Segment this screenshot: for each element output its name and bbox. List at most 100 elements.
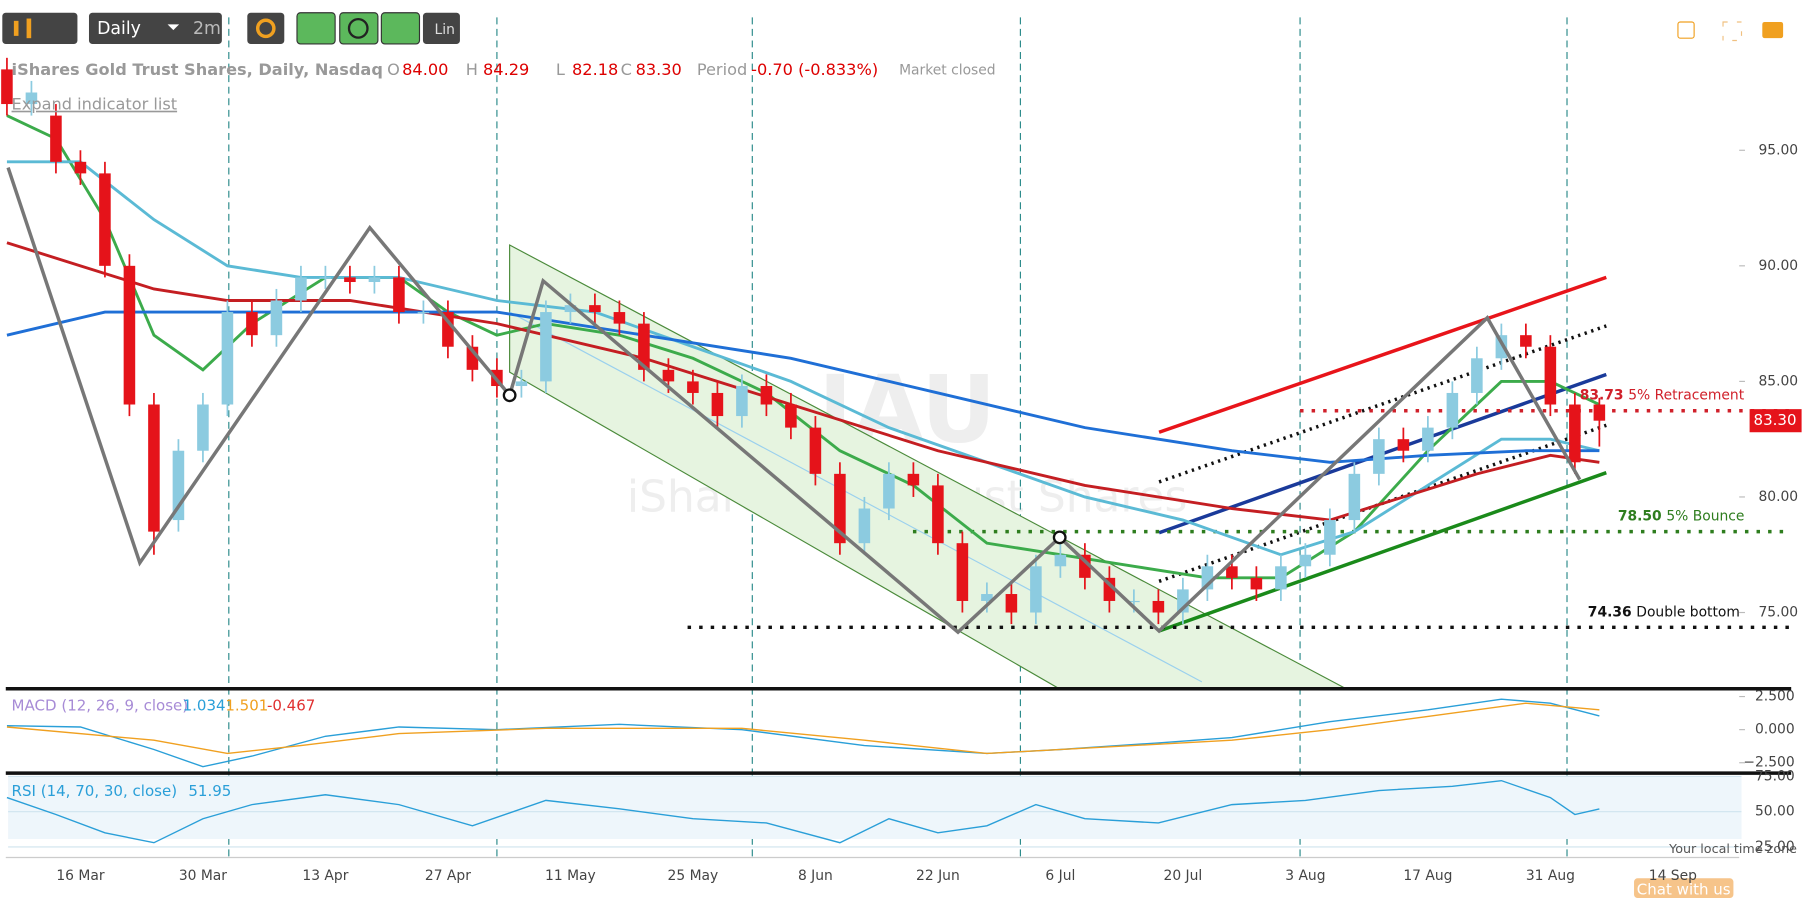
candle-body — [1177, 589, 1189, 613]
candle-body — [344, 277, 356, 283]
candle-body — [1299, 554, 1312, 567]
level-value: 78.50 — [1618, 509, 1662, 525]
level-text: 5% Bounce — [1666, 509, 1744, 525]
x-tick-label: 17 Aug — [1403, 868, 1452, 884]
candle-body — [442, 312, 454, 347]
rsi-band — [8, 776, 1742, 840]
candle-body — [1103, 577, 1116, 601]
indicator-line — [6, 698, 1600, 768]
candle-body — [760, 386, 773, 405]
period-value: -0.70 (-0.833%) — [751, 60, 878, 79]
candle-body — [907, 473, 920, 486]
candle-body — [981, 594, 993, 601]
candle-body — [417, 312, 430, 314]
candle-body — [1201, 566, 1214, 590]
scale-button[interactable] — [422, 12, 460, 44]
icon — [26, 18, 32, 39]
icon-button[interactable] — [1677, 21, 1695, 39]
last-price-tag — [1749, 409, 1802, 433]
x-tick-label: 6 Jul — [1045, 868, 1075, 884]
fullscreen-button[interactable] — [1722, 21, 1743, 42]
candle-body — [1226, 566, 1238, 578]
candle-body — [785, 404, 797, 428]
macd-label: MACD (12, 26, 9, close) — [12, 697, 189, 715]
x-tick-label: 22 Jun — [916, 868, 960, 884]
candle-body — [687, 381, 699, 393]
candle-body — [221, 312, 234, 405]
indicator-line — [6, 114, 1600, 580]
candle-body — [172, 450, 185, 521]
interval: Daily — [97, 19, 141, 39]
candle-body — [1030, 566, 1042, 613]
x-tick-label: 25 May — [668, 868, 719, 884]
candle-body — [1569, 404, 1581, 463]
icon — [255, 18, 276, 39]
rsi-value: 51.95 — [188, 782, 231, 800]
trend-line — [1158, 275, 1607, 434]
candle-body — [589, 305, 601, 313]
x-tick-label: 14 Sep — [1649, 868, 1697, 884]
x-tick-label: 20 Jul — [1164, 868, 1203, 884]
candle-body — [197, 404, 209, 451]
y-tick-label: 95.00 — [1758, 142, 1798, 158]
candle-body — [1397, 439, 1410, 451]
candle-body — [74, 161, 87, 174]
candle-body — [858, 508, 871, 544]
candle-body — [1, 69, 13, 105]
chat-button[interactable] — [1634, 878, 1734, 898]
period-key: Period — [697, 60, 747, 79]
camera-button[interactable] — [1762, 22, 1784, 39]
candle-body — [1054, 554, 1067, 567]
x-tick-label: 11 May — [545, 868, 596, 884]
candle-body — [932, 485, 944, 544]
candle-body — [1152, 600, 1165, 613]
tool-button[interactable] — [296, 12, 336, 45]
x-tick-label: 31 Aug — [1526, 868, 1575, 884]
ohlc-value: 84.29 — [483, 60, 529, 79]
candle-body — [368, 277, 381, 283]
candle-body — [564, 305, 577, 313]
hist-value: -0.467 — [267, 697, 315, 715]
interval-button[interactable] — [88, 12, 222, 44]
rsi-tick-label: 75.00 — [1755, 768, 1795, 784]
candle-body — [1446, 392, 1459, 428]
candle-body — [50, 115, 62, 162]
chat-label: Chat with us — [1637, 880, 1731, 898]
symbol: iShares Gold Trust Shares, Daily, Nasdaq — [12, 60, 383, 79]
expand-link[interactable]: Expand indicator list — [12, 95, 178, 114]
x-tick-label: 3 Aug — [1285, 868, 1325, 884]
range: 2m — [193, 19, 221, 39]
candle-body — [1520, 335, 1532, 347]
x-tick-label: 30 Mar — [179, 868, 227, 884]
macd-value: 1.034 — [183, 697, 226, 715]
macd-tick-label: −2.500 — [1743, 755, 1794, 771]
ohlc-key: O — [387, 60, 400, 79]
chart-type-button[interactable] — [2, 12, 78, 44]
signal-value: 1.501 — [225, 697, 268, 715]
candle-body — [246, 312, 258, 336]
timezone: Your local time zone — [1668, 841, 1797, 856]
level-value: 83.73 — [1580, 388, 1624, 404]
candle-body — [393, 277, 405, 313]
x-tick-label: 27 Apr — [425, 868, 471, 884]
zigzag — [6, 167, 1582, 635]
level-value: 74.36 — [1588, 604, 1632, 620]
tool-button[interactable] — [339, 12, 379, 45]
indicator-line — [6, 241, 1600, 522]
ohlc-key: C — [621, 60, 632, 79]
icon — [347, 17, 369, 39]
candle-body — [319, 277, 332, 279]
ohlc-key: L — [556, 60, 565, 79]
tool-button[interactable] — [380, 12, 421, 45]
y-tick-label: 90.00 — [1758, 258, 1798, 274]
candle-body — [613, 312, 626, 324]
toolbar: Daily 2m Lin — [2, 12, 1784, 45]
ohlc-key: H — [466, 60, 478, 79]
indicator-line — [6, 779, 1600, 844]
trend-line — [1158, 324, 1607, 484]
trend-line — [1158, 471, 1607, 633]
settings-button[interactable] — [247, 12, 285, 44]
candle-body — [123, 265, 136, 405]
